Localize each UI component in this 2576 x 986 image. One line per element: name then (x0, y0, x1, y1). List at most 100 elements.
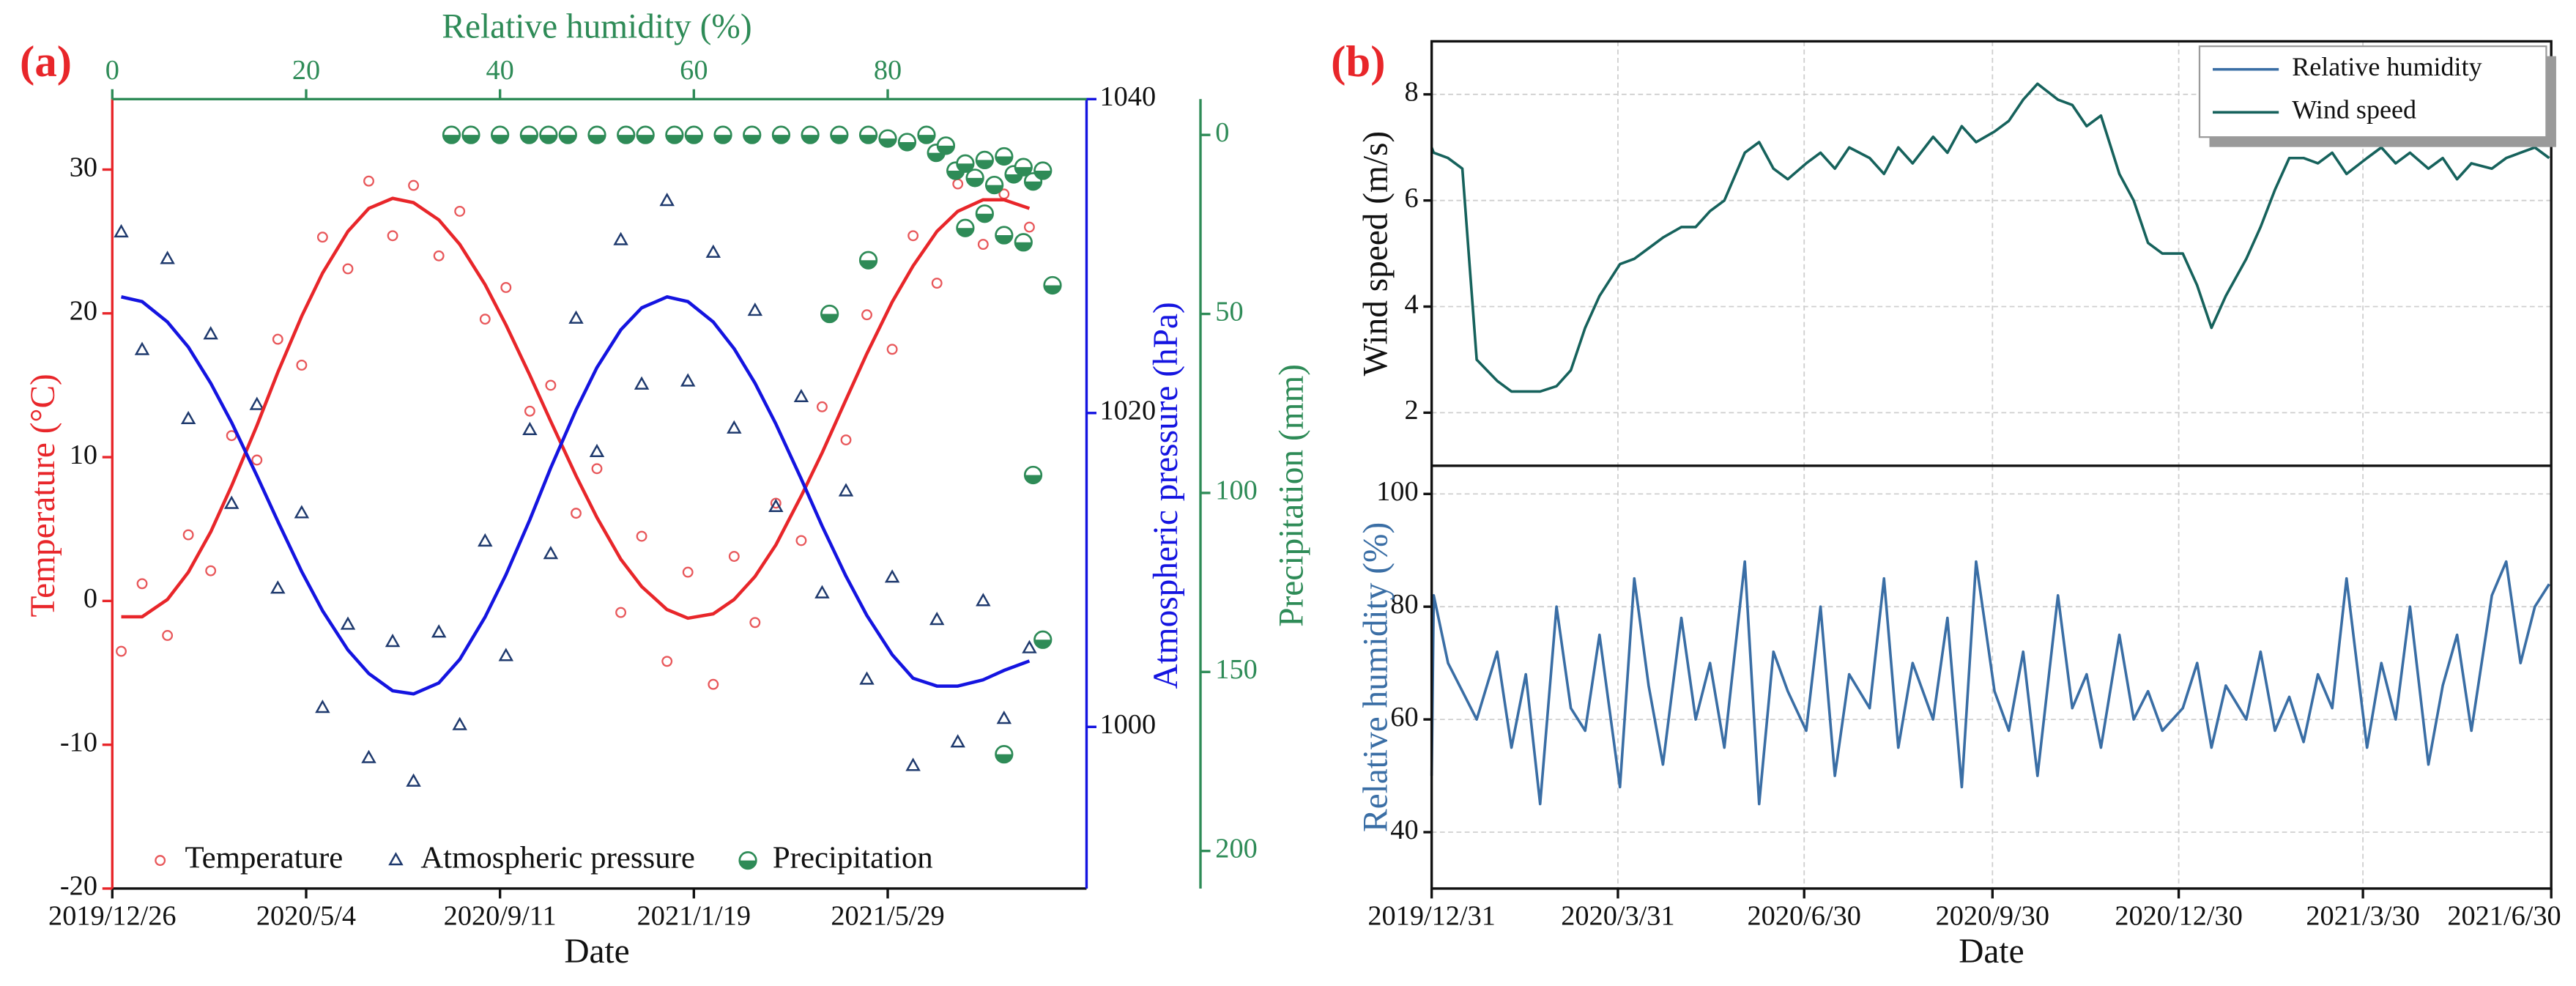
precipitation-point-fill (918, 135, 935, 144)
pressure-point (249, 396, 265, 410)
pressure-point (634, 376, 650, 390)
precipitation-point (1033, 161, 1053, 180)
y2-tick-label: 1020 (1099, 396, 1156, 426)
precipitation-point-fill (1025, 181, 1042, 190)
legend-label: Relative humidity (2292, 52, 2482, 81)
precipitation-point (539, 125, 558, 144)
pressure-axis-title: Atmospheric pressure (hPa) (1147, 302, 1185, 689)
precipitation-point-fill (1025, 475, 1042, 483)
precipitation-point-fill (995, 754, 1013, 763)
temperature-point (977, 239, 989, 250)
temperature-point (591, 463, 603, 475)
pressure-point (294, 505, 310, 519)
precipitation-point (1014, 233, 1033, 252)
precipitation-point-fill (966, 177, 984, 187)
precipitation-point (956, 154, 975, 173)
x-tick-label: 2021/3/30 (2306, 900, 2419, 931)
legend-label: Wind speed (2292, 95, 2416, 125)
precipitation-point-fill (995, 156, 1013, 165)
temperature-point (500, 282, 512, 293)
data-line (1430, 560, 2550, 806)
precipitation-point-fill (1034, 640, 1052, 648)
precipitation-point (878, 129, 897, 148)
pressure-point (976, 593, 991, 607)
legend-box (2198, 45, 2547, 138)
temperature-point (840, 434, 852, 445)
temperature-point (316, 231, 328, 243)
precipitation-point-fill (686, 135, 702, 144)
humidity-tick-label: 40 (486, 55, 514, 86)
pressure-point (859, 671, 875, 685)
temperature-point (728, 551, 740, 562)
precipitation-point-fill (821, 314, 838, 322)
y-axis-title: Wind speed (m/s) (1356, 131, 1395, 377)
temperature-point (708, 678, 719, 690)
y-tick-label: 20 (70, 296, 97, 327)
precipitation-point-fill (938, 145, 954, 155)
precipitation-point-fill (860, 135, 877, 144)
precipitation-point (995, 745, 1014, 764)
legend-marker (738, 850, 757, 870)
precipitation-point-fill (995, 235, 1013, 244)
pressure-point (996, 711, 1012, 724)
y-tick-label: 10 (70, 440, 97, 470)
precipitation-point-fill (521, 135, 538, 144)
temperature-point (251, 454, 263, 466)
pressure-point (114, 223, 129, 238)
y-tick-label: 4 (1404, 289, 1418, 319)
legend-marker-fill (739, 860, 757, 869)
temperature-point (907, 230, 919, 242)
precipitation-point-fill (666, 135, 683, 144)
precipitation-point-fill (947, 171, 964, 179)
pressure-point (814, 585, 830, 598)
temperature-point (886, 344, 898, 355)
pressure-point (522, 421, 538, 436)
temperature-point (524, 405, 535, 417)
legend-label: Atmospheric pressure (420, 840, 695, 875)
y2-tick-label: 1000 (1099, 709, 1156, 740)
precipitation-point (984, 175, 1004, 195)
precipitation-point-fill (879, 138, 897, 147)
pressure-point (406, 773, 421, 787)
precipitation-point-fill (491, 135, 508, 144)
pressure-point (768, 498, 784, 512)
legend-label: Precipitation (773, 840, 933, 875)
pressure-point (270, 580, 286, 594)
y-tick-label: 30 (70, 152, 97, 182)
precipitation-point (995, 226, 1014, 245)
temperature-point (479, 314, 491, 325)
precipitation-point-fill (714, 135, 732, 144)
precipitation-point (975, 204, 994, 223)
x-tick-label: 2020/12/30 (2115, 900, 2243, 931)
humidity-axis-title: Relative humidity (%) (442, 7, 751, 45)
precipitation-point (519, 125, 538, 144)
temperature-point (1023, 221, 1035, 233)
pressure-point (203, 326, 218, 340)
temperature-point (545, 379, 557, 391)
pressure-point (929, 612, 945, 626)
precipitation-point (713, 125, 732, 144)
y-tick-label: 0 (83, 583, 97, 614)
legend-label: Temperature (185, 840, 344, 875)
x-tick-label: 2020/9/11 (444, 900, 557, 931)
precipitation-point (858, 125, 878, 144)
precipitation-tick-label: 100 (1215, 475, 1257, 506)
pressure-point (543, 546, 559, 560)
precipitation-point (956, 218, 975, 237)
temperature-point (816, 401, 828, 412)
precipitation-point-fill (617, 135, 634, 144)
precipitation-point (1023, 172, 1043, 191)
pressure-point (884, 569, 900, 583)
precipitation-point (491, 125, 510, 144)
temperature-point (433, 250, 445, 262)
y-tick-label: -10 (60, 727, 97, 757)
humidity-tick-label: 0 (105, 55, 119, 86)
precipitation-point (830, 125, 849, 144)
pressure-point (613, 231, 628, 245)
pressure-point (793, 388, 809, 403)
precipitation-point-fill (560, 135, 576, 144)
precipitation-point (442, 125, 461, 144)
y-axis-title: Relative humidity (%) (1356, 522, 1395, 832)
precipitation-point (820, 304, 839, 324)
